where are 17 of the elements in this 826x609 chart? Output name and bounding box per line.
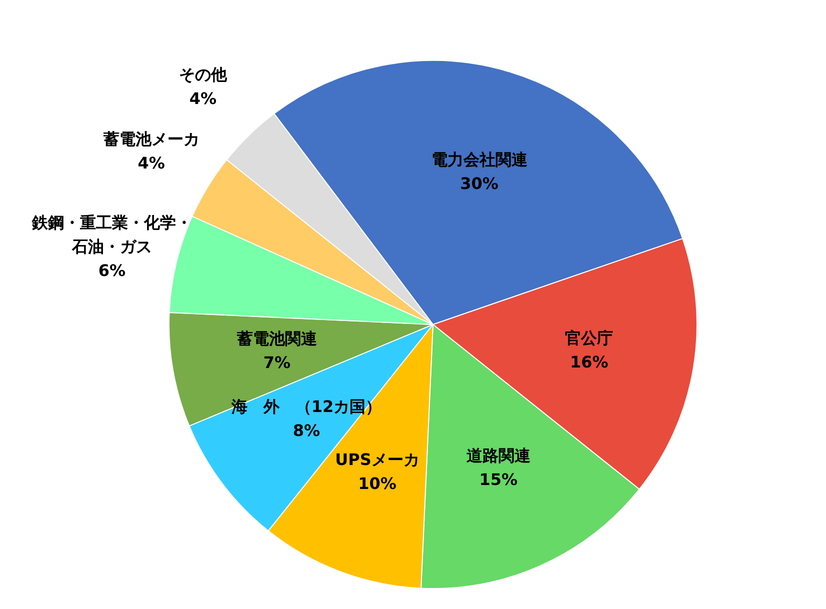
data-label: 6% bbox=[98, 261, 126, 280]
slice-label: UPSメーカ bbox=[335, 450, 420, 469]
data-label: 10% bbox=[358, 474, 396, 493]
slice-label: 官公庁 bbox=[565, 328, 614, 348]
slice-label: その他 bbox=[178, 65, 228, 84]
data-label: 15% bbox=[479, 470, 518, 489]
slice-label: 蓄電池メーカ bbox=[102, 130, 200, 149]
data-label: 4% bbox=[189, 89, 217, 108]
data-label: 7% bbox=[263, 353, 291, 372]
slice-label: 電力会社関連 bbox=[431, 150, 528, 170]
data-label: 16% bbox=[570, 352, 608, 372]
data-label: 4% bbox=[138, 154, 165, 173]
slice-label: 鉄鋼・重工業・化学・石油・ガス bbox=[30, 213, 192, 256]
slice-label: 道路関連 bbox=[466, 446, 530, 465]
data-label: 8% bbox=[292, 420, 320, 440]
data-label: 30% bbox=[460, 174, 498, 194]
slice-label: 蓄電池関連 bbox=[236, 329, 318, 348]
